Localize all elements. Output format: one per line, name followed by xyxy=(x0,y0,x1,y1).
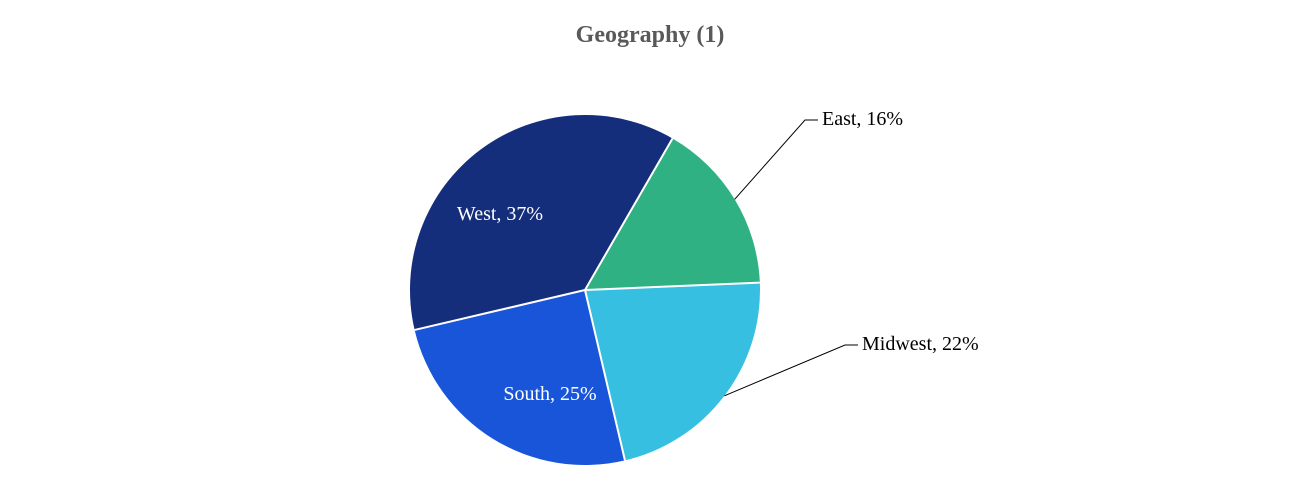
slice-label-south: South, 25% xyxy=(503,383,596,405)
slice-label-midwest: Midwest, 22% xyxy=(862,333,979,355)
leader-line-east xyxy=(735,120,818,199)
pie-chart-container: Geography (1) East, 16%Midwest, 22%South… xyxy=(0,0,1300,500)
slice-label-west: West, 37% xyxy=(457,203,543,225)
pie-chart-svg: East, 16% Midwest, 22% South, 25% West, 37% xyxy=(0,0,1300,500)
slice-label-east: East, 16% xyxy=(822,108,903,130)
